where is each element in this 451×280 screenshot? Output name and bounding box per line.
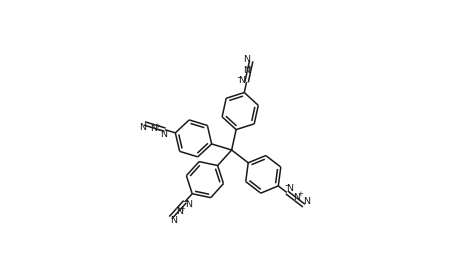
Text: N: N	[175, 207, 183, 216]
Text: −: −	[182, 199, 188, 205]
Text: N: N	[170, 216, 177, 225]
Text: +: +	[154, 123, 160, 129]
Text: N: N	[160, 130, 167, 139]
Text: N: N	[243, 66, 249, 76]
Text: −: −	[235, 75, 241, 81]
Text: N: N	[243, 55, 249, 64]
Text: +: +	[296, 191, 302, 197]
Text: N: N	[238, 76, 245, 85]
Text: +: +	[246, 65, 252, 71]
Text: N: N	[139, 123, 146, 132]
Text: +: +	[179, 206, 185, 211]
Text: N: N	[285, 184, 293, 193]
Text: N: N	[184, 200, 192, 209]
Text: N: N	[303, 197, 310, 206]
Text: N: N	[150, 124, 157, 133]
Text: −: −	[157, 129, 163, 134]
Text: −: −	[283, 183, 289, 189]
Text: N: N	[293, 193, 299, 202]
